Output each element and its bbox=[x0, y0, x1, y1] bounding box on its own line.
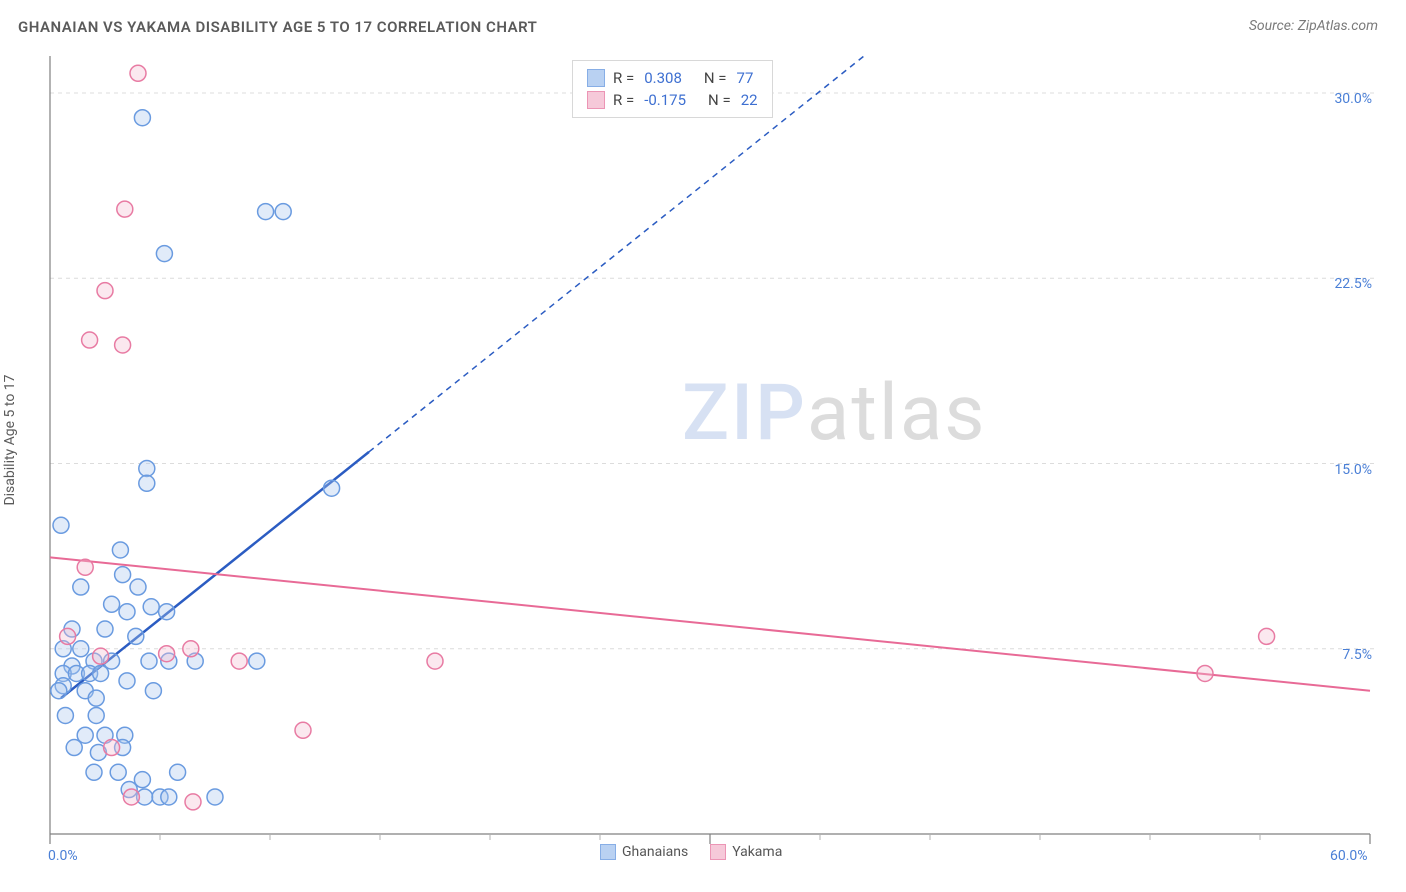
n-label: N = bbox=[704, 69, 727, 87]
legend-series-item: Yakama bbox=[710, 844, 782, 860]
chart-title: GHANAIAN VS YAKAMA DISABILITY AGE 5 TO 1… bbox=[18, 18, 537, 36]
source-prefix: Source: bbox=[1249, 18, 1298, 34]
x-tick-label: 60.0% bbox=[1330, 848, 1368, 864]
legend-swatch bbox=[587, 69, 605, 87]
source-name: ZipAtlas.com bbox=[1298, 18, 1378, 34]
y-tick-label: 22.5% bbox=[1334, 276, 1372, 292]
r-value: -0.175 bbox=[644, 91, 686, 109]
y-axis-label: Disability Age 5 to 17 bbox=[2, 374, 18, 505]
y-tick-label: 30.0% bbox=[1334, 91, 1372, 107]
n-label: N = bbox=[708, 91, 731, 109]
legend-stats: R = 0.308 N = 77 R = -0.175 N = 22 bbox=[572, 60, 773, 118]
legend-series-item: Ghanaians bbox=[600, 844, 688, 860]
x-tick-label: 0.0% bbox=[48, 848, 78, 864]
legend-swatch bbox=[587, 91, 605, 109]
legend-series-label: Ghanaians bbox=[622, 844, 688, 860]
y-tick-label: 7.5% bbox=[1342, 647, 1372, 663]
legend-swatch bbox=[710, 844, 726, 860]
legend-stats-row: R = -0.175 N = 22 bbox=[587, 89, 758, 111]
r-label: R = bbox=[613, 69, 634, 87]
r-label: R = bbox=[613, 91, 634, 109]
n-value: 77 bbox=[737, 69, 754, 87]
legend-series-label: Yakama bbox=[732, 844, 782, 860]
scatter-plot bbox=[42, 48, 1378, 852]
plot-area: ZIPatlas R = 0.308 N = 77 R = -0.175 N =… bbox=[42, 48, 1378, 852]
legend-series: Ghanaians Yakama bbox=[600, 844, 782, 860]
r-value: 0.308 bbox=[644, 69, 682, 87]
legend-stats-row: R = 0.308 N = 77 bbox=[587, 67, 758, 89]
legend-swatch bbox=[600, 844, 616, 860]
n-value: 22 bbox=[741, 91, 758, 109]
y-tick-label: 15.0% bbox=[1334, 462, 1372, 478]
source-credit: Source: ZipAtlas.com bbox=[1249, 18, 1378, 34]
